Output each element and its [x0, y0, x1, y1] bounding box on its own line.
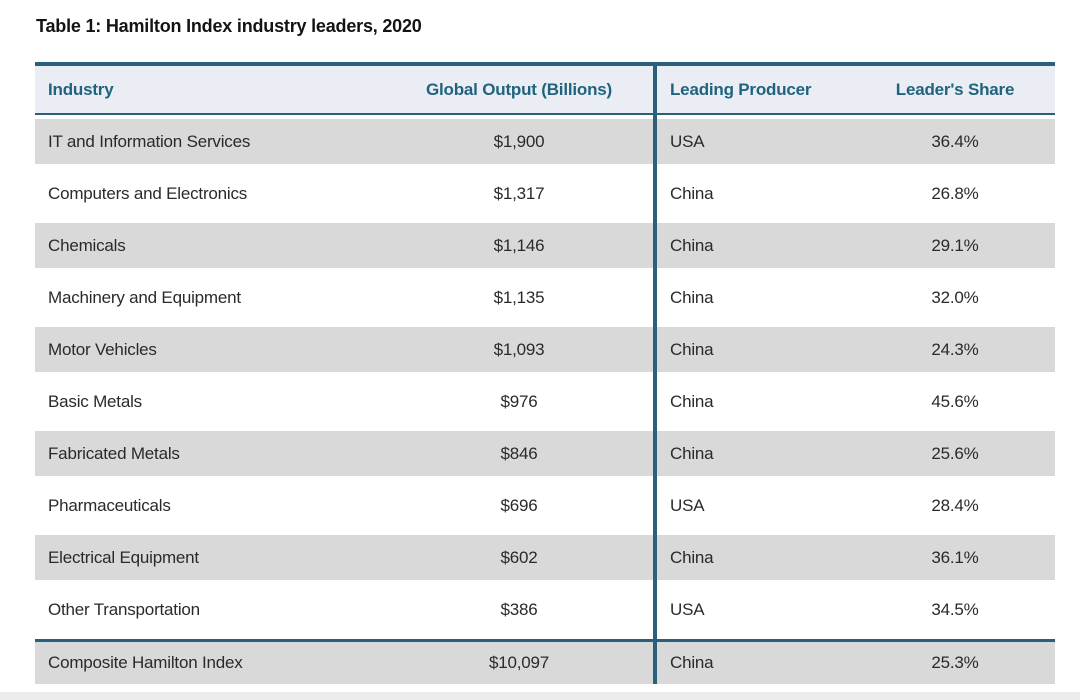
table-row: Pharmaceuticals $696 USA 28.4% — [35, 483, 1055, 528]
leading-producer-cell: USA — [670, 131, 705, 151]
leading-producer-cell: China — [670, 183, 714, 203]
leaders-share-cell: 24.3% — [931, 339, 979, 359]
leading-producer-cell: China — [670, 287, 714, 307]
leading-producer-cell: China — [670, 547, 714, 567]
global-output-cell: $1,135 — [493, 287, 545, 307]
leaders-share-cell: 29.1% — [931, 235, 979, 255]
leading-producer-cell: China — [670, 339, 714, 359]
col-header-industry: Industry — [48, 79, 114, 99]
global-output-cell: $1,146 — [493, 235, 545, 255]
table-row: Computers and Electronics $1,317 China 2… — [35, 171, 1055, 216]
global-output-cell: $386 — [500, 599, 538, 619]
hamilton-index-table: Industry Global Output (Billions) Leadin… — [35, 62, 1055, 684]
leading-producer-cell: China — [670, 391, 714, 411]
leaders-share-cell: 34.5% — [931, 599, 979, 619]
table-row: Fabricated Metals $846 China 25.6% — [35, 431, 1055, 476]
industry-cell: Computers and Electronics — [48, 183, 248, 203]
industry-cell: IT and Information Services — [48, 131, 251, 151]
industry-cell: Motor Vehicles — [48, 339, 157, 359]
global-output-cell: $10,097 — [488, 653, 550, 672]
col-header-leading-producer: Leading Producer — [670, 79, 812, 99]
leading-producer-cell: China — [670, 235, 714, 255]
global-output-cell: $846 — [500, 443, 538, 463]
column-group-divider — [653, 66, 657, 684]
leaders-share-cell: 25.3% — [931, 653, 979, 672]
leading-producer-cell: China — [670, 443, 714, 463]
table-row: Other Transportation $386 USA 34.5% — [35, 587, 1055, 632]
industry-cell: Machinery and Equipment — [48, 287, 241, 307]
leaders-share-cell: 36.1% — [931, 547, 979, 567]
table-row: Motor Vehicles $1,093 China 24.3% — [35, 327, 1055, 372]
table-body: IT and Information Services $1,900 USA 3… — [35, 119, 1055, 684]
global-output-cell: $1,317 — [493, 183, 545, 203]
col-header-global-output: Global Output (Billions) — [426, 79, 612, 99]
industry-cell: Other Transportation — [48, 599, 200, 619]
leaders-share-cell: 25.6% — [931, 443, 979, 463]
table-row: IT and Information Services $1,900 USA 3… — [35, 119, 1055, 164]
table-row: Chemicals $1,146 China 29.1% — [35, 223, 1055, 268]
leaders-share-cell: 26.8% — [931, 183, 979, 203]
table-row: Basic Metals $976 China 45.6% — [35, 379, 1055, 424]
page-bottom-edge — [0, 692, 1080, 700]
table-title: Table 1: Hamilton Index industry leaders… — [36, 16, 422, 36]
leaders-share-cell: 28.4% — [931, 495, 979, 515]
industry-cell: Composite Hamilton Index — [48, 653, 243, 672]
leading-producer-cell: USA — [670, 599, 705, 619]
table-row: Machinery and Equipment $1,135 China 32.… — [35, 275, 1055, 320]
global-output-cell: $1,093 — [493, 339, 545, 359]
global-output-cell: $1,900 — [493, 131, 545, 151]
global-output-cell: $696 — [500, 495, 538, 515]
table-header-row: Industry Global Output (Billions) Leadin… — [35, 66, 1055, 115]
leading-producer-cell: USA — [670, 495, 705, 515]
industry-cell: Chemicals — [48, 235, 126, 255]
leaders-share-cell: 32.0% — [931, 287, 979, 307]
global-output-cell: $602 — [500, 547, 538, 567]
industry-cell: Basic Metals — [48, 391, 142, 411]
col-header-leaders-share: Leader's Share — [895, 79, 1015, 99]
global-output-cell: $976 — [500, 391, 538, 411]
industry-cell: Pharmaceuticals — [48, 495, 171, 515]
leading-producer-cell: China — [670, 653, 714, 672]
industry-cell: Fabricated Metals — [48, 443, 180, 463]
industry-cell: Electrical Equipment — [48, 547, 199, 567]
table-row: Composite Hamilton Index $10,097 China 2… — [35, 639, 1055, 684]
leaders-share-cell: 36.4% — [931, 131, 979, 151]
leaders-share-cell: 45.6% — [931, 391, 979, 411]
table-row: Electrical Equipment $602 China 36.1% — [35, 535, 1055, 580]
